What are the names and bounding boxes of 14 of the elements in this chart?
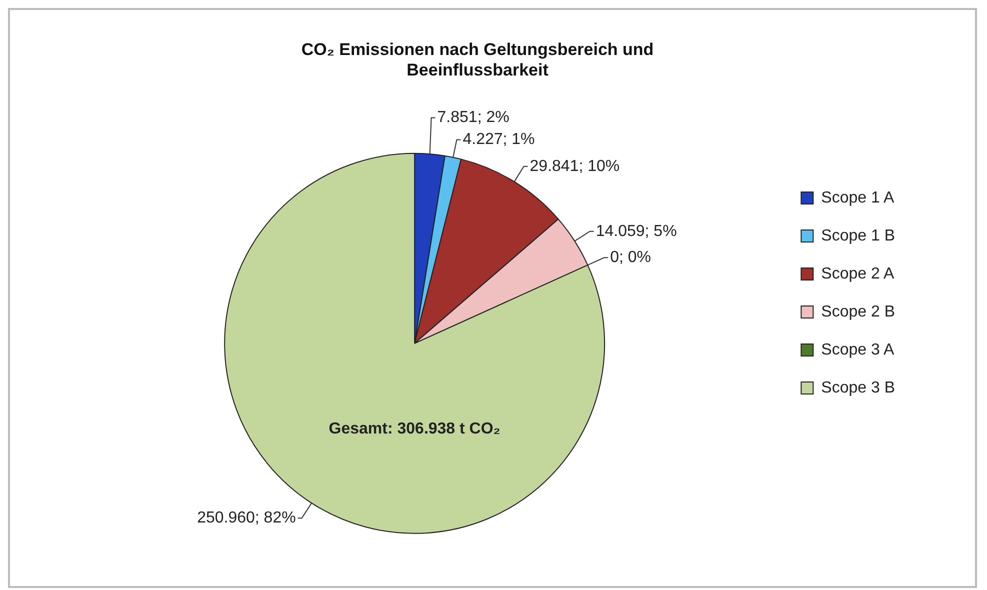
- legend-label: Scope 3 B: [821, 379, 895, 396]
- chart-title: CO₂ Emissionen nach Geltungsbereich und Beeinflussbarkeit: [301, 40, 654, 80]
- legend-label: Scope 1 B: [821, 227, 895, 244]
- legend-label: Scope 2 A: [821, 265, 894, 282]
- legend-label: Scope 1 A: [821, 189, 894, 206]
- text: Gesamt: 306.938 t CO₂: [328, 420, 500, 438]
- data-label: 4.227; 1%: [462, 131, 535, 148]
- data-label: 250.960; 82%: [197, 510, 296, 527]
- text: 0; 0%: [610, 249, 652, 266]
- data-label: 7.851; 2%: [437, 109, 510, 126]
- legend-label: Scope 2 B: [821, 303, 895, 320]
- data-label: 29.841; 10%: [530, 158, 620, 175]
- data-label: 14.059; 5%: [596, 222, 677, 240]
- legend-label: Scope 3 A: [821, 341, 894, 358]
